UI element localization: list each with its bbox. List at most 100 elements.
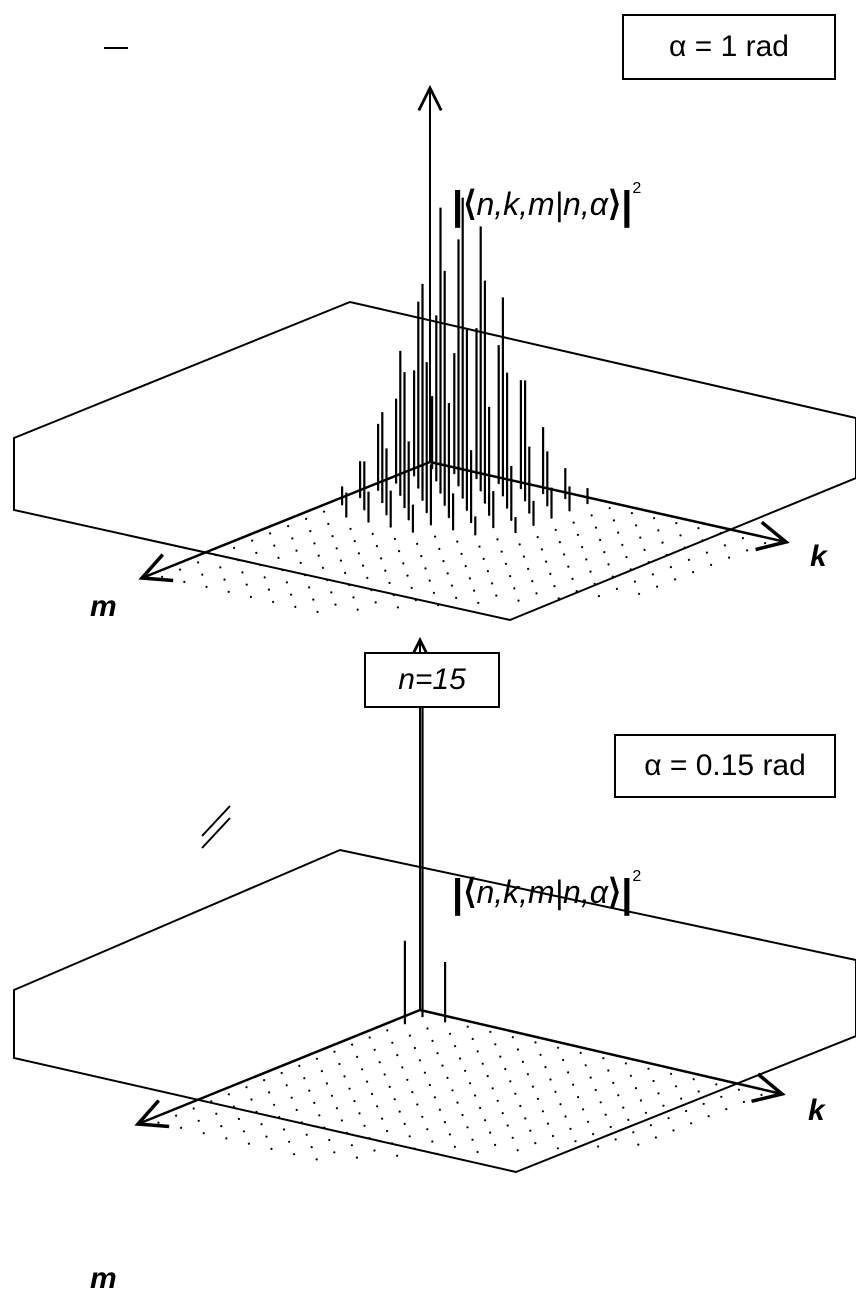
grid-dot (335, 547, 338, 550)
grid-dot (353, 1100, 356, 1103)
grid-dot (353, 540, 356, 543)
grid-dot (325, 1082, 328, 1085)
grid-dot (519, 1104, 522, 1108)
grid-dot (277, 556, 280, 560)
panel2-m-label: m (90, 1262, 117, 1295)
grid-dot (416, 1103, 419, 1106)
grid-dot (529, 1129, 532, 1132)
grid-dot (527, 567, 530, 571)
grid-dot (662, 1104, 665, 1107)
grid-dot (220, 1125, 223, 1128)
grid-dot (398, 550, 401, 553)
grid-dot (644, 1111, 648, 1114)
grid-dot (328, 1138, 331, 1142)
grid-dot (247, 1142, 250, 1145)
grid-dot (373, 1149, 376, 1152)
grid-dot (633, 580, 637, 583)
grid-dot (366, 1080, 369, 1083)
grid-dot (760, 1093, 763, 1096)
grid-dot (454, 1045, 457, 1048)
grid-dot (661, 541, 664, 544)
grid-dot (348, 1087, 351, 1090)
grid-dot (251, 539, 254, 542)
grid-dot (423, 1071, 426, 1074)
grid-dot (375, 545, 378, 548)
grid-dot (414, 599, 417, 602)
grid-dot (551, 1134, 555, 1138)
grid-dot (536, 536, 539, 539)
grid-dot (638, 592, 641, 596)
grid-dot (293, 1153, 296, 1156)
grid-dot (343, 1075, 346, 1078)
grid-dot (526, 1073, 530, 1076)
panel2-z-text: n,k,m|n,α (476, 874, 608, 910)
grid-dot (225, 1137, 228, 1140)
grid-dot (477, 601, 480, 605)
grid-dot (386, 1029, 389, 1032)
grid-dot (742, 1100, 746, 1104)
grid-dot (310, 1146, 313, 1149)
grid-dot (283, 1128, 286, 1131)
grid-dot (438, 547, 441, 551)
grid-dot (215, 554, 218, 557)
grid-dot (295, 549, 298, 552)
grid-dot (434, 535, 437, 538)
grid-dot (374, 601, 377, 604)
grid-dot (278, 1116, 281, 1119)
grid-dot (371, 1092, 374, 1096)
panel2-z-open: ⟨ (463, 873, 477, 911)
grid-dot (340, 1119, 343, 1122)
grid-dot (624, 1062, 628, 1065)
grid-dot (363, 1124, 366, 1127)
grid-dot (263, 576, 266, 579)
grid-dot (572, 1083, 575, 1086)
grid-dot (303, 574, 306, 577)
grid-dot (562, 1058, 565, 1062)
grid-dot (627, 1118, 630, 1121)
grid-dot (305, 517, 308, 521)
grid-dot (496, 1099, 499, 1102)
grid-dot (402, 562, 405, 565)
grid-dot (233, 546, 236, 550)
grid-dot (368, 1137, 371, 1140)
grid-dot (348, 584, 351, 587)
grid-dot (356, 1055, 359, 1058)
grid-dot (653, 517, 656, 520)
grid-dot (630, 511, 634, 515)
grid-dot (501, 1112, 504, 1115)
grid-dot (317, 554, 320, 557)
grid-dot (294, 605, 297, 609)
grid-dot (464, 565, 467, 568)
grid-dot (589, 1076, 592, 1079)
grid-dot (489, 1131, 492, 1134)
grid-dot (331, 535, 334, 538)
grid-dot (242, 1130, 245, 1133)
panel-1 (13, 88, 856, 622)
grid-dot (327, 522, 330, 526)
grid-dot (157, 1121, 160, 1124)
panel2-z-power: 2 (632, 868, 642, 885)
grid-dot (599, 1101, 602, 1104)
grid-dot (581, 546, 584, 549)
grid-dot (479, 1106, 482, 1109)
grid-dot (657, 529, 660, 532)
grid-dot (486, 570, 489, 573)
grid-dot (290, 1096, 293, 1099)
grid-dot (406, 1078, 409, 1081)
grid-dot (426, 1128, 429, 1131)
grid-dot (491, 1087, 494, 1090)
grid-dot (614, 1138, 617, 1141)
grid-dot (313, 542, 316, 545)
grid-dot (413, 1046, 416, 1050)
panel1-title-box: α = 1 rad (622, 14, 836, 80)
grid-dot (273, 544, 276, 547)
grid-dot (651, 573, 655, 576)
grid-dot (517, 599, 520, 602)
grid-dot (746, 549, 749, 552)
grid-dot (604, 1113, 607, 1116)
panel1-m-axis (142, 460, 431, 578)
grid-dot (448, 1133, 451, 1136)
grid-dot (446, 1076, 449, 1079)
panel2-title-box: α = 0.15 rad (614, 734, 836, 798)
grid-dot (384, 569, 387, 572)
